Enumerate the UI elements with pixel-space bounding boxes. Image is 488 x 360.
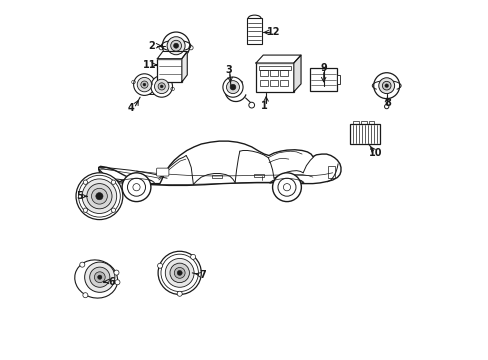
Text: 9: 9 xyxy=(320,63,326,73)
Circle shape xyxy=(177,270,182,275)
Bar xyxy=(269,70,277,76)
Circle shape xyxy=(111,180,115,184)
Circle shape xyxy=(190,255,195,260)
Circle shape xyxy=(141,81,148,88)
Circle shape xyxy=(162,32,189,59)
Bar xyxy=(279,70,287,76)
Bar xyxy=(212,175,222,178)
Circle shape xyxy=(170,40,181,51)
Text: 10: 10 xyxy=(368,148,382,158)
Polygon shape xyxy=(182,51,187,82)
Circle shape xyxy=(82,293,88,298)
Circle shape xyxy=(115,280,120,285)
Bar xyxy=(368,121,374,124)
Circle shape xyxy=(373,73,399,99)
Circle shape xyxy=(83,180,87,184)
Bar xyxy=(258,66,290,70)
Circle shape xyxy=(87,184,112,209)
Bar xyxy=(247,18,261,44)
Circle shape xyxy=(167,37,185,55)
Circle shape xyxy=(151,76,172,97)
Circle shape xyxy=(226,81,239,94)
Circle shape xyxy=(89,267,110,287)
FancyBboxPatch shape xyxy=(156,168,168,176)
Bar xyxy=(337,75,340,84)
Circle shape xyxy=(91,188,107,204)
Text: 7: 7 xyxy=(199,270,206,280)
Text: 1: 1 xyxy=(261,101,267,111)
Text: 5: 5 xyxy=(77,191,83,201)
Text: 12: 12 xyxy=(266,27,280,37)
Text: 6: 6 xyxy=(108,276,115,287)
Circle shape xyxy=(173,43,178,48)
Bar xyxy=(279,80,287,86)
Circle shape xyxy=(378,78,394,94)
Polygon shape xyxy=(293,55,301,92)
Circle shape xyxy=(114,270,119,275)
Circle shape xyxy=(98,275,102,279)
Bar xyxy=(254,174,264,177)
Ellipse shape xyxy=(75,260,118,298)
Text: 8: 8 xyxy=(383,98,390,108)
Text: 11: 11 xyxy=(143,60,156,70)
Circle shape xyxy=(82,179,117,213)
Polygon shape xyxy=(99,141,340,185)
Bar xyxy=(310,68,337,91)
Circle shape xyxy=(382,81,390,90)
Bar xyxy=(352,121,358,124)
Circle shape xyxy=(272,173,301,202)
Bar xyxy=(259,80,267,86)
Circle shape xyxy=(384,84,387,87)
Circle shape xyxy=(160,85,163,88)
Bar xyxy=(349,124,380,144)
Bar xyxy=(269,80,277,86)
Circle shape xyxy=(96,193,103,200)
Circle shape xyxy=(76,173,122,220)
Circle shape xyxy=(384,104,388,109)
Circle shape xyxy=(83,208,87,212)
Circle shape xyxy=(94,272,105,283)
Bar xyxy=(157,59,182,82)
Text: 3: 3 xyxy=(224,65,231,75)
Circle shape xyxy=(84,262,115,292)
Circle shape xyxy=(230,84,235,90)
Bar xyxy=(361,121,366,124)
Circle shape xyxy=(170,263,189,283)
Polygon shape xyxy=(157,51,187,59)
Bar xyxy=(327,166,335,178)
Circle shape xyxy=(158,251,201,294)
Text: 4: 4 xyxy=(127,103,134,113)
Circle shape xyxy=(223,77,243,97)
Circle shape xyxy=(165,258,194,287)
Circle shape xyxy=(142,83,145,86)
Circle shape xyxy=(111,208,115,212)
Circle shape xyxy=(177,291,182,296)
Circle shape xyxy=(157,263,163,268)
Polygon shape xyxy=(256,55,301,63)
Circle shape xyxy=(154,79,168,94)
Circle shape xyxy=(133,74,155,95)
Circle shape xyxy=(174,267,185,278)
Circle shape xyxy=(122,173,151,202)
Circle shape xyxy=(137,77,151,92)
Circle shape xyxy=(80,262,84,267)
Bar xyxy=(256,63,293,92)
Bar xyxy=(259,70,267,76)
Circle shape xyxy=(248,102,254,108)
Text: 2: 2 xyxy=(148,41,155,51)
Circle shape xyxy=(158,83,165,90)
